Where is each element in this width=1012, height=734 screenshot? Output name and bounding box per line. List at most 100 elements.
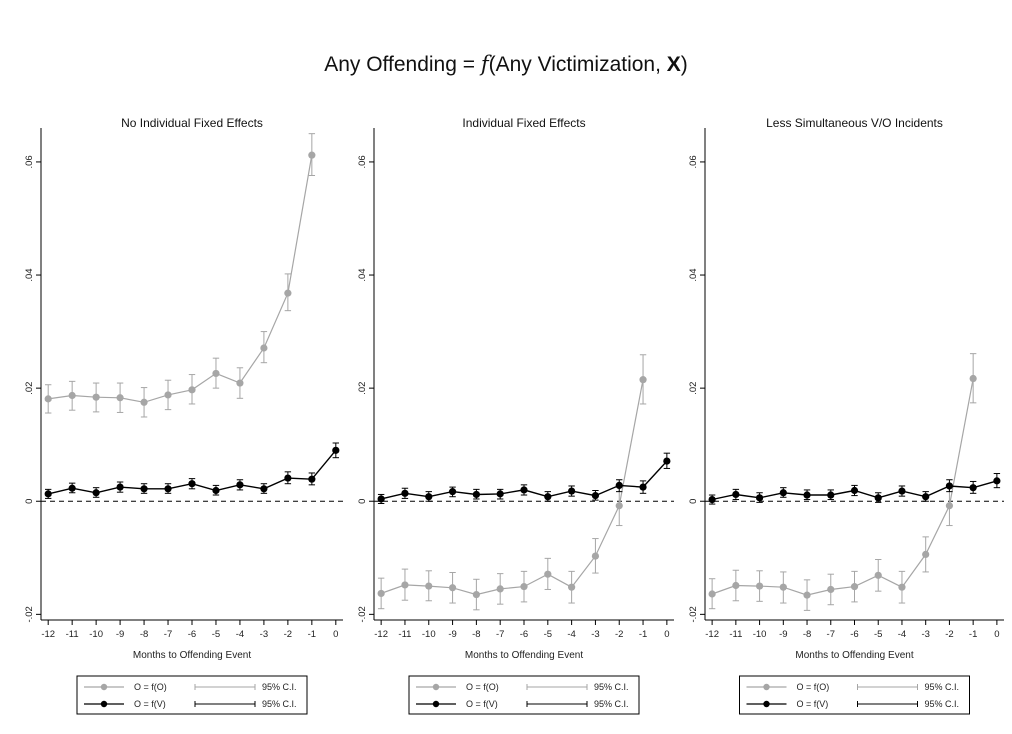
legend: O = f(O) 95% C.I. O = f(V) 95% C.I. (739, 675, 970, 715)
panel-3: Less Simultaneous V/O Incidents -.02 0 .02.… (688, 116, 1004, 715)
data-point (803, 491, 811, 499)
data-point (544, 570, 552, 578)
data-point (448, 488, 457, 496)
data-point (260, 485, 268, 493)
x-tick-label: -4 (567, 629, 575, 640)
data-point (140, 398, 148, 406)
data-point (850, 583, 859, 591)
panel-title: No Individual Fixed Effects (121, 116, 263, 130)
x-tick-label: 0 (994, 629, 999, 640)
x-tick-label: -9 (779, 629, 787, 640)
data-point (779, 583, 787, 591)
y-tick-label: 0 (24, 499, 35, 504)
data-point (898, 487, 906, 495)
x-tick-label: -12 (41, 629, 55, 640)
figure-title-prefix: Any Offending = (324, 53, 481, 76)
series-o-of-v (708, 473, 1001, 505)
data-point (755, 494, 764, 502)
legend-ci-label: 95% C.I. (925, 682, 960, 692)
series-line (48, 154, 313, 403)
x-tick-label: 0 (333, 629, 338, 640)
panel-1: No Individual Fixed Effects -.02 0 .02 .04 .0… (24, 116, 343, 715)
data-point (44, 490, 52, 498)
y-tick-label: -.02 (357, 606, 368, 622)
data-point (922, 550, 930, 559)
x-tick-label: -10 (753, 629, 767, 640)
x-tick-label: -3 (591, 629, 599, 640)
y-tick-label: .02 (357, 382, 368, 395)
figure-title-bold: X (667, 53, 681, 76)
data-point (615, 502, 623, 510)
data-point (993, 477, 1001, 485)
legend-ci-label: 95% C.I. (925, 699, 960, 709)
data-point (425, 493, 433, 501)
data-point (898, 583, 906, 591)
x-tick-label: -12 (705, 629, 719, 640)
figure-title-middle: (Any Victimization, (489, 53, 667, 76)
data-point (188, 386, 196, 394)
data-point (639, 483, 647, 491)
data-point (116, 394, 124, 402)
x-tick-label: -8 (472, 629, 480, 640)
data-point (212, 486, 220, 495)
series-o-of-v (377, 452, 671, 505)
x-tick-label: -1 (639, 629, 647, 640)
x-tick-label: -7 (164, 629, 172, 640)
y-tick-label: .04 (688, 268, 699, 281)
series-o-of-o (377, 354, 647, 611)
series-o-of-o (708, 353, 977, 611)
data-point (615, 481, 623, 490)
legend-ci-label: 95% C.I. (262, 682, 297, 692)
series-o-of-v (44, 442, 340, 499)
data-point (401, 489, 409, 497)
data-point (44, 395, 52, 403)
data-point (874, 494, 882, 502)
data-point (520, 486, 528, 494)
data-point (236, 481, 244, 489)
legend: O = f(O) 95% C.I. O = f(V) 95% C.I. (408, 675, 640, 715)
x-tick-label: -3 (921, 629, 929, 640)
x-tick-label: -7 (827, 629, 835, 640)
panels: No Individual Fixed Effects -.02 0 .02 .04 .0… (24, 116, 1004, 715)
data-point (779, 489, 787, 497)
x-tick-label: -3 (260, 629, 268, 640)
data-point (308, 151, 316, 159)
legend-marker (100, 700, 108, 708)
legend-marker (432, 700, 440, 708)
x-tick-label: -9 (448, 629, 456, 640)
legend-marker (763, 683, 770, 691)
data-point (472, 490, 480, 499)
x-tick-label: -5 (544, 629, 552, 640)
data-point (164, 485, 172, 493)
legend-label: O = f(O) (797, 682, 830, 692)
data-point (874, 571, 882, 579)
x-tick-label: -1 (308, 629, 316, 640)
legend-label: O = f(O) (466, 682, 499, 692)
data-point (188, 480, 196, 488)
y-tick-label: .06 (24, 155, 35, 168)
legend-ci-label: 95% C.I. (594, 699, 629, 709)
x-tick-label: -8 (140, 629, 148, 640)
data-point (639, 376, 647, 384)
x-tick-label: -9 (116, 629, 124, 640)
x-tick-label: -6 (188, 629, 196, 640)
x-tick-label: -1 (969, 629, 977, 640)
figure-title: Any Offending = f(Any Victimization, X) (324, 52, 688, 76)
data-point (68, 484, 76, 492)
data-point (92, 489, 100, 497)
data-point (827, 585, 835, 594)
legend-ci-label: 95% C.I. (262, 699, 297, 709)
data-point (116, 483, 124, 491)
data-point (708, 495, 716, 504)
data-point (591, 491, 600, 500)
x-tick-label: -11 (66, 629, 79, 640)
figure-title-suffix: ) (681, 53, 688, 76)
x-axis-label: Months to Offending Event (465, 650, 583, 661)
x-tick-label: -4 (898, 629, 906, 640)
data-point (922, 493, 930, 501)
data-point (236, 379, 244, 387)
y-tick-label: 0 (688, 499, 699, 504)
data-point (92, 393, 100, 401)
data-point (448, 584, 457, 592)
x-tick-label: -10 (422, 629, 436, 640)
